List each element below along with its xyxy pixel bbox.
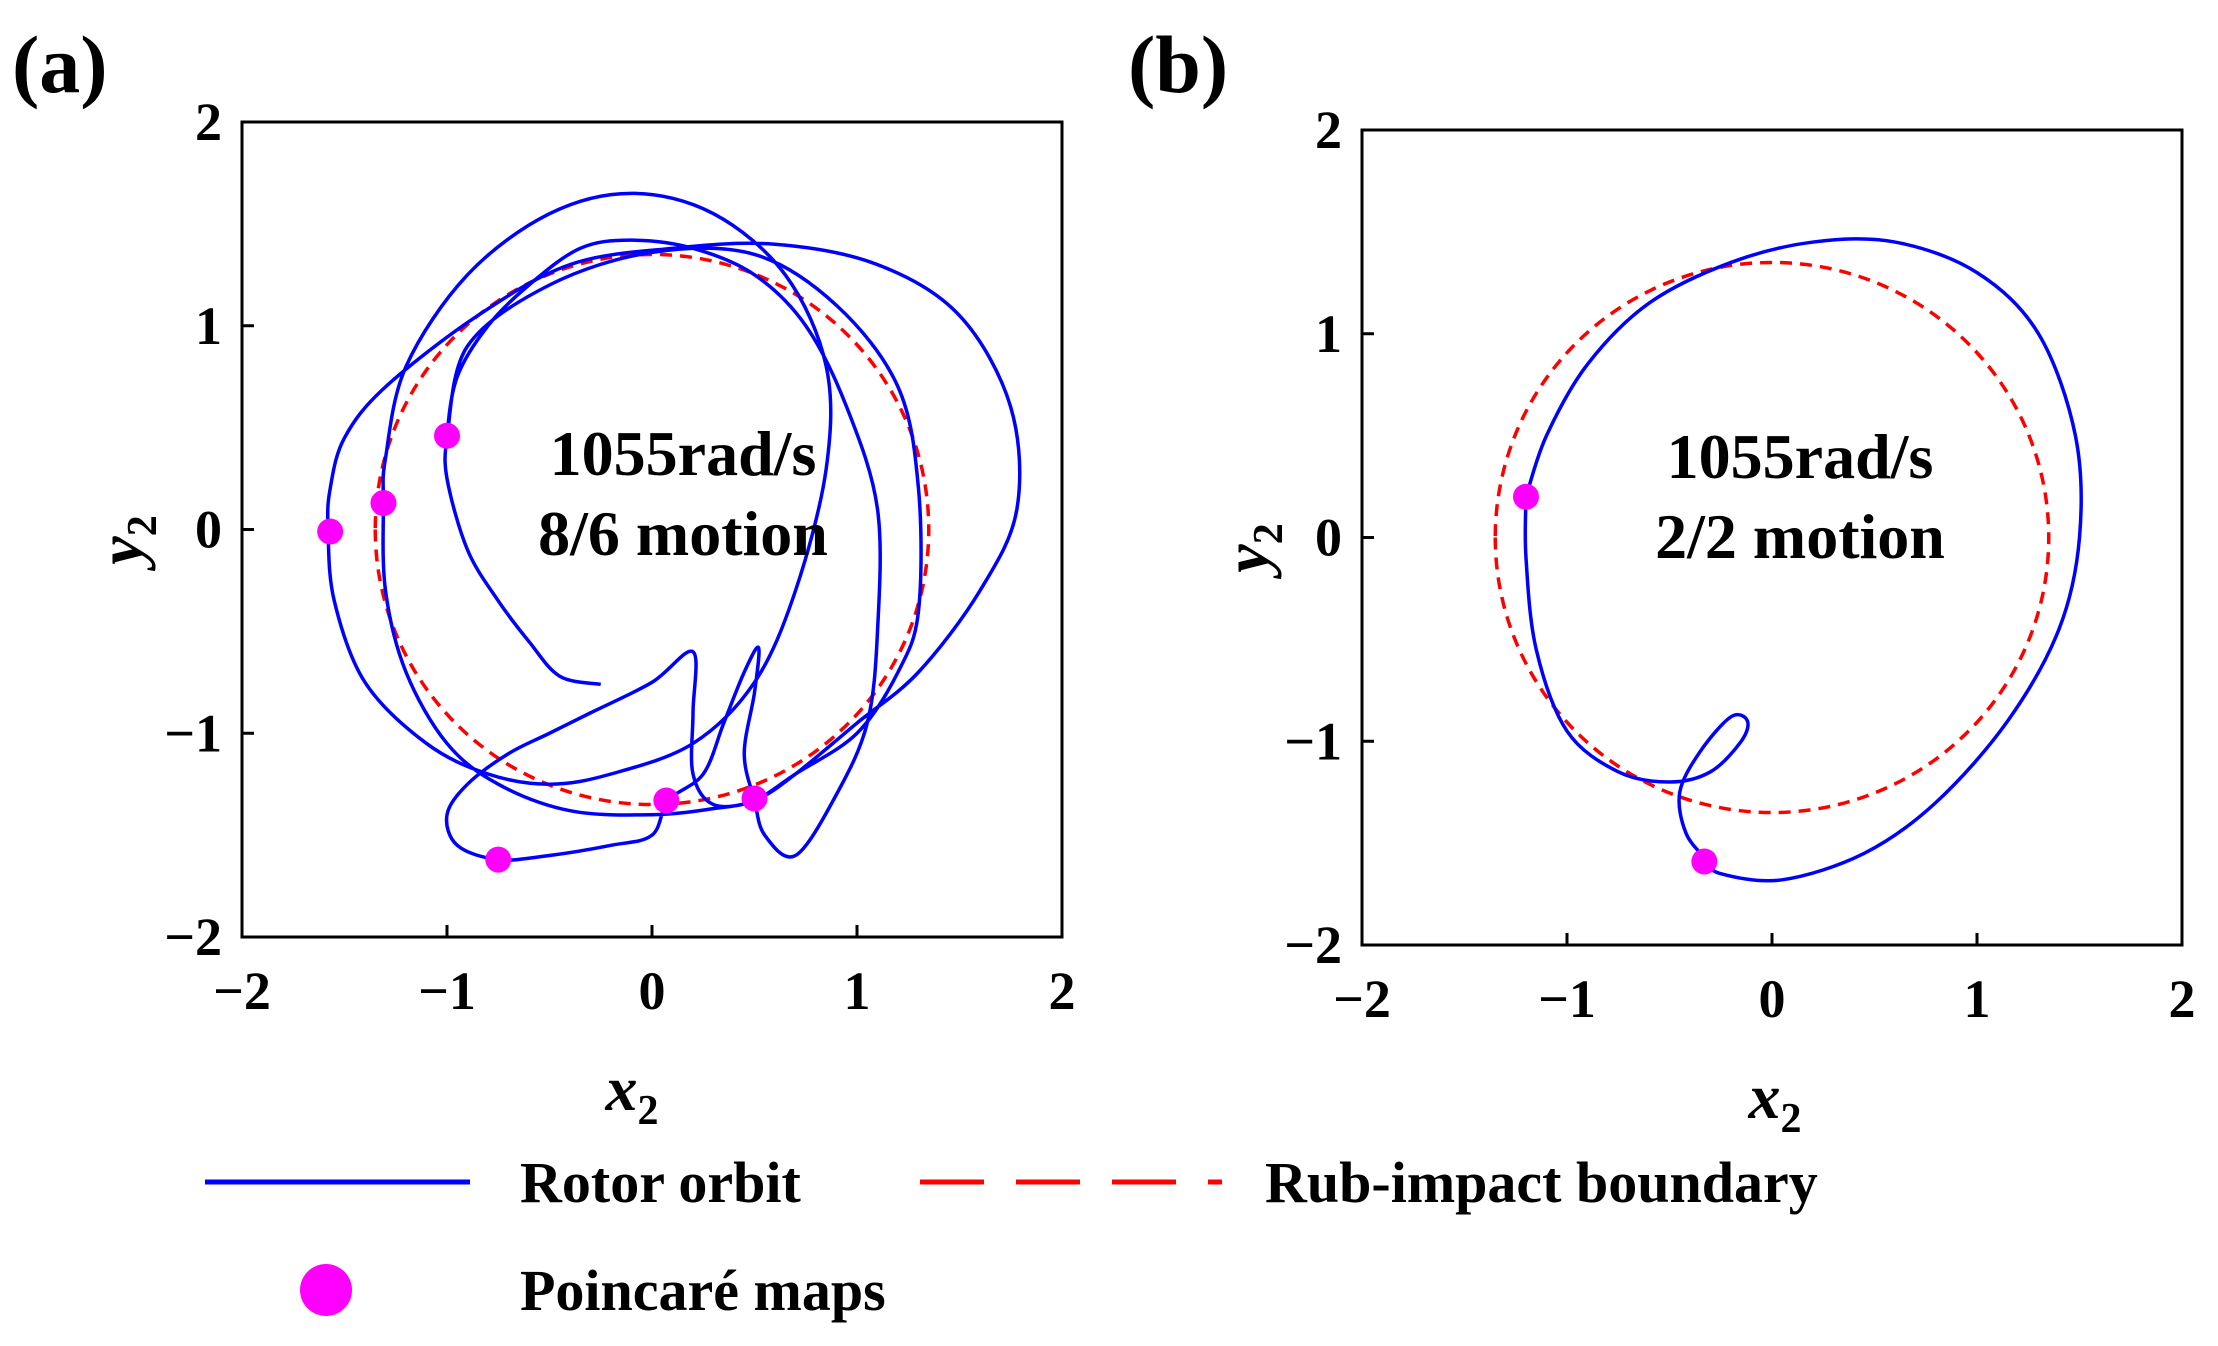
y-tick-label-a-2: 0 — [195, 500, 222, 560]
rotor-orbit-a — [325, 191, 1022, 862]
x-axis-label-b-sub: 2 — [1781, 1096, 1802, 1142]
y-axis-label-b: y2 — [1211, 523, 1292, 579]
y-tick-label-a-3: 1 — [195, 296, 222, 356]
poincare-point-a-5 — [741, 785, 768, 812]
rotor-orbit-b — [1523, 237, 2083, 883]
y-axis-label-a: y2 — [85, 515, 166, 571]
poincare-point-a-2 — [434, 422, 460, 449]
legend-label-rotor-orbit: Rotor orbit — [520, 1150, 802, 1215]
tick-group-b: −2 −1 0 1 2 −2 −1 0 1 2 — [1284, 100, 2195, 1029]
x-tick-label-a-2: 0 — [639, 961, 666, 1021]
y-tick-label-b-4: 2 — [1315, 100, 1342, 160]
y-axis-label-b-main: y — [1211, 544, 1282, 580]
annotation-motion-b: 2/2 motion — [1655, 501, 1945, 572]
x-axis-label-a: x2 — [605, 1053, 659, 1134]
annotation-speed-a: 1055rad/s — [550, 418, 817, 489]
panel-label-b: (b) — [1128, 19, 1228, 110]
poincare-point-a-3 — [485, 846, 512, 873]
rub-impact-boundary-b — [1493, 260, 2051, 815]
poincare-point-a-0 — [317, 518, 344, 545]
x-tick-label-a-1: −1 — [418, 961, 476, 1021]
x-tick-label-b-4: 2 — [2169, 969, 2196, 1029]
poincare-point-b-0 — [1513, 483, 1539, 510]
x-tick-label-a-3: 1 — [844, 961, 871, 1021]
tick-group-a: −2 −1 0 1 2 −2 −1 0 1 2 — [164, 92, 1075, 1021]
y-tick-label-a-0: −2 — [164, 907, 222, 967]
x-tick-label-b-2: 0 — [1759, 969, 1786, 1029]
legend-label-boundary: Rub-impact boundary — [1265, 1150, 1818, 1215]
y-axis-label-a-sub: 2 — [120, 515, 166, 536]
annotation-motion-a: 8/6 motion — [538, 498, 828, 569]
y-tick-label-a-1: −1 — [164, 703, 222, 763]
legend-swatch-poincare — [300, 1264, 352, 1316]
y-tick-label-a-4: 2 — [195, 92, 222, 152]
x-axis-label-a-main: x — [605, 1053, 638, 1124]
poincare-point-b-1 — [1691, 848, 1718, 875]
poincare-point-a-4 — [653, 787, 680, 814]
y-tick-label-b-1: −1 — [1284, 711, 1342, 771]
annotation-speed-b: 1055rad/s — [1667, 421, 1934, 492]
x-tick-label-a-4: 2 — [1049, 961, 1076, 1021]
panel-label-a: (a) — [12, 19, 108, 110]
poincare-point-a-1 — [370, 490, 397, 517]
x-axis-label-b: x2 — [1748, 1061, 1802, 1142]
y-tick-label-b-0: −2 — [1284, 915, 1342, 975]
x-tick-label-b-0: −2 — [1333, 969, 1391, 1029]
y-tick-label-b-2: 0 — [1315, 508, 1342, 568]
x-tick-label-b-3: 1 — [1964, 969, 1991, 1029]
legend-label-poincare: Poincaré maps — [520, 1258, 886, 1323]
x-tick-label-b-1: −1 — [1538, 969, 1596, 1029]
poincare-markers-b — [1513, 483, 1718, 875]
x-axis-label-a-sub: 2 — [638, 1088, 659, 1134]
legend: Rotor orbit Rub-impact boundary Poincaré… — [205, 1150, 1818, 1323]
y-axis-label-b-sub: 2 — [1246, 523, 1292, 544]
poincare-markers-a — [317, 422, 768, 873]
y-tick-label-b-3: 1 — [1315, 304, 1342, 364]
x-axis-label-b-main: x — [1748, 1061, 1781, 1132]
y-axis-label-a-main: y — [85, 536, 156, 572]
x-tick-label-a-0: −2 — [213, 961, 271, 1021]
